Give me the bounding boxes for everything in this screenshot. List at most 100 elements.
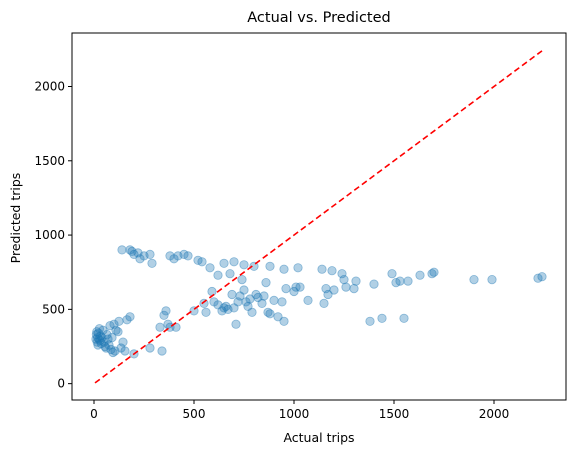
data-point [341,282,351,292]
data-point [293,263,303,273]
data-point [351,276,361,286]
data-point [239,260,249,270]
data-point [133,248,143,258]
data-point [147,258,157,268]
data-point [377,313,387,323]
data-point [219,303,229,313]
data-point [229,257,239,267]
data-point [239,285,249,295]
data-point [103,334,113,344]
data-point [118,337,128,347]
data-point [104,340,114,350]
data-point [213,300,223,310]
data-point [209,297,219,307]
data-point [94,334,104,344]
data-point [231,319,241,329]
data-point [145,249,155,259]
data-point [279,264,289,274]
data-point [157,346,167,356]
reference-line [94,50,543,384]
data-point [93,340,103,350]
data-point [321,283,331,294]
data-point [102,329,112,340]
data-point [96,331,106,341]
data-point [291,282,301,292]
data-point [251,289,261,300]
data-point [427,269,437,279]
data-point [97,332,107,343]
data-point [193,255,203,265]
data-point [261,277,271,288]
data-point [217,306,227,316]
data-point [391,277,401,288]
data-point [429,267,439,277]
data-point [139,251,149,261]
data-point [109,319,119,329]
x-tick-label: 1000 [279,407,310,421]
data-point [269,295,279,305]
data-point [114,316,124,326]
data-point [125,312,135,322]
data-point [245,294,255,304]
data-point [113,327,123,337]
data-point [263,307,273,317]
data-point [281,283,291,294]
y-axis-label: Predicted trips [8,173,23,264]
data-point [469,274,479,285]
data-point [219,258,229,268]
data-point [165,251,175,261]
data-point [235,291,245,301]
y-tick-label: 0 [57,377,65,391]
data-point [93,328,104,338]
data-point [108,347,118,358]
data-point [94,324,105,334]
data-point [179,249,189,259]
data-point [229,303,239,313]
data-point [295,282,305,292]
x-tick-label: 0 [90,407,98,421]
data-point [265,309,275,319]
data-point [92,337,102,347]
data-point [201,307,211,317]
data-point [93,332,103,343]
data-point [99,337,109,347]
data-point [100,341,110,352]
x-tick-label: 1500 [379,407,410,421]
data-point [197,257,207,267]
data-point [327,266,337,276]
data-point [387,269,397,279]
data-point [155,322,165,332]
data-point [257,298,267,308]
plot-frame [71,32,567,401]
data-point [161,306,171,316]
data-point [125,245,135,255]
data-point [487,274,497,285]
y-tick-label: 2000 [34,79,65,93]
data-point [265,261,275,271]
data-point [365,316,375,326]
data-point [537,272,547,282]
data-point [91,329,102,340]
data-point [273,312,283,322]
data-point [92,327,102,337]
data-point [173,251,183,261]
data-point [105,321,115,331]
data-point [101,343,111,353]
data-point [317,264,327,274]
data-point [107,332,117,343]
data-point [233,297,243,307]
data-point [329,285,339,295]
data-point [116,343,126,353]
y-tick-label: 1000 [34,228,65,242]
data-point [319,298,329,308]
data-point [337,269,347,279]
data-point [415,270,425,280]
data-point [223,304,233,314]
data-point [183,251,193,261]
data-point [395,276,405,286]
x-axis-ticks: 0 500 1000 1500 2000 [90,400,509,421]
data-point [213,270,223,280]
data-point [399,313,409,323]
data-point [227,289,237,300]
